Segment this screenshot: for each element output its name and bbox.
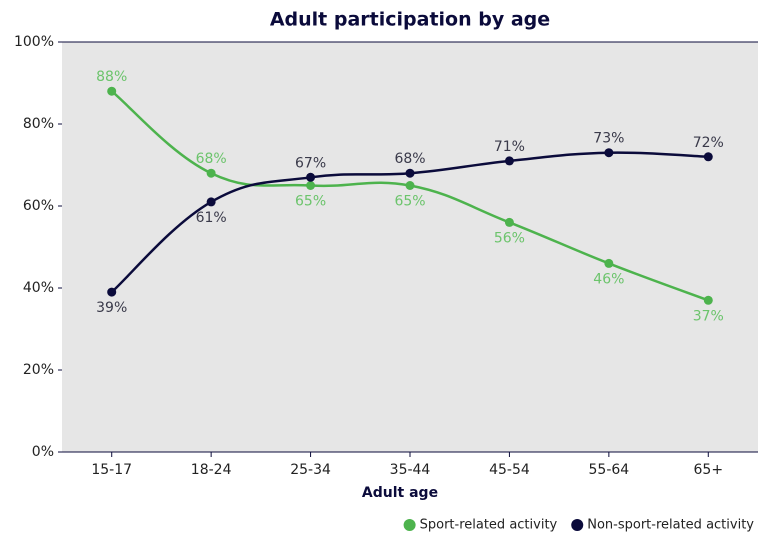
legend-marker (571, 519, 584, 531)
legend-marker (403, 519, 416, 531)
data-label: 37% (693, 308, 724, 324)
data-label: 72% (693, 135, 724, 151)
data-point (703, 295, 713, 305)
data-label: 39% (96, 300, 127, 316)
data-label: 68% (394, 151, 425, 167)
y-tick-label: 40% (23, 280, 54, 296)
data-label: 46% (593, 271, 624, 287)
data-point (504, 217, 514, 227)
data-label: 68% (196, 151, 227, 167)
data-label: 65% (394, 194, 425, 210)
data-point (405, 168, 415, 178)
data-label: 71% (494, 139, 525, 155)
data-point (604, 258, 614, 268)
data-label: 73% (593, 131, 624, 147)
legend-label: Sport-related activity (420, 518, 558, 533)
data-point (107, 86, 117, 96)
data-point (206, 197, 216, 207)
y-tick-label: 80% (23, 116, 54, 132)
data-point (306, 172, 316, 182)
data-point (206, 168, 216, 178)
x-axis-title: Adult age (362, 485, 438, 501)
x-tick-label: 18-24 (191, 462, 232, 478)
data-label: 61% (196, 210, 227, 226)
x-tick-label: 55-64 (589, 462, 630, 478)
plot-area (62, 42, 758, 452)
data-label: 67% (295, 155, 326, 171)
data-point (604, 148, 614, 158)
x-tick-label: 25-34 (290, 462, 331, 478)
y-tick-label: 0% (32, 444, 54, 460)
data-point (306, 181, 316, 190)
data-point (107, 287, 117, 297)
x-tick-label: 65+ (694, 462, 724, 478)
data-point (703, 152, 713, 162)
x-tick-label: 45-54 (489, 462, 530, 478)
x-tick-label: 15-17 (91, 462, 132, 478)
y-tick-label: 100% (14, 34, 54, 50)
data-point (405, 181, 415, 190)
y-tick-label: 60% (23, 198, 54, 214)
data-label: 88% (96, 69, 127, 85)
data-point (504, 156, 514, 166)
legend-label: Non-sport-related activity (587, 518, 754, 533)
y-tick-label: 20% (23, 362, 54, 378)
data-label: 56% (494, 230, 525, 246)
chart-title: Adult participation by age (270, 9, 550, 31)
data-label: 65% (295, 194, 326, 210)
x-tick-label: 35-44 (390, 462, 431, 478)
